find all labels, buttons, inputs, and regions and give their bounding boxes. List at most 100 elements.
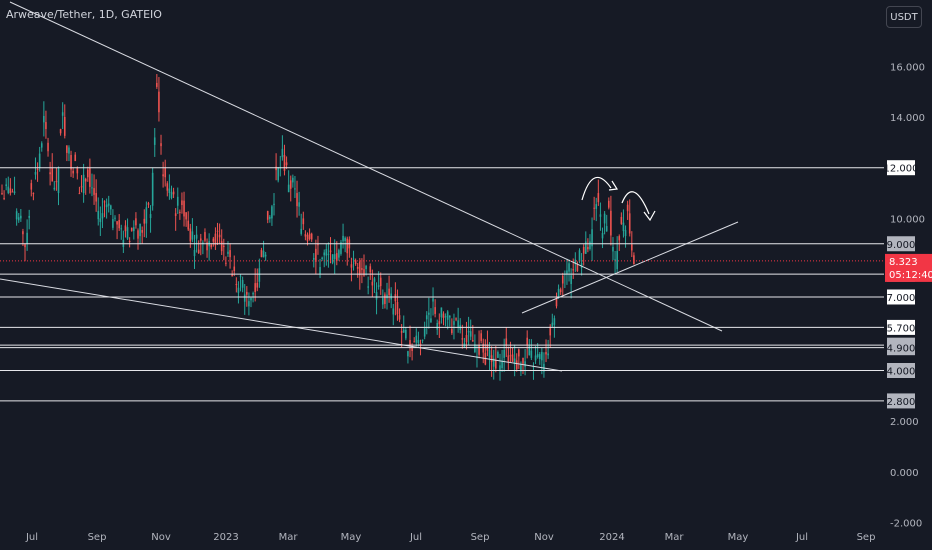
candle-body	[172, 191, 175, 195]
candle-body	[417, 339, 420, 344]
candle-body	[352, 258, 355, 260]
candle-body	[239, 275, 242, 277]
candle-body	[243, 294, 246, 302]
candle-body	[40, 143, 43, 148]
candle-body	[425, 315, 428, 320]
candle-body	[15, 211, 18, 220]
candle-body	[534, 355, 537, 361]
candle-body	[363, 269, 365, 276]
currency-unit-button[interactable]: USDT	[886, 6, 922, 28]
candle-body	[520, 363, 522, 372]
candle-body	[179, 211, 181, 213]
candle-body	[246, 291, 248, 295]
candle-body	[7, 186, 10, 194]
candle-body	[107, 203, 110, 206]
candle-body	[210, 244, 213, 248]
candle-body	[509, 355, 512, 357]
candle-body	[78, 193, 81, 195]
candle-body	[499, 365, 501, 371]
candle-body	[469, 331, 472, 337]
candle-body	[197, 249, 200, 254]
candle-body	[407, 351, 409, 357]
candle-body	[587, 246, 589, 250]
candle-body	[501, 361, 503, 368]
candle-body	[166, 183, 169, 191]
level-tag-label: 4.000	[887, 367, 916, 378]
candle-body	[118, 219, 120, 229]
candle-body	[555, 297, 558, 307]
candle-body	[482, 343, 485, 353]
candle-body	[386, 294, 388, 299]
candle-body	[38, 153, 41, 168]
level-tag-label: 2.800	[887, 397, 916, 408]
arrow-head-left	[608, 180, 619, 191]
candle-body	[66, 145, 68, 153]
candle-body	[72, 170, 74, 174]
candle-body	[402, 329, 405, 333]
candle-body	[538, 354, 541, 360]
candle-body	[271, 206, 273, 219]
candle-body	[396, 302, 399, 315]
candle-body	[557, 288, 560, 298]
candle-body	[490, 355, 493, 362]
candle-body	[287, 184, 290, 193]
x-tick-label: Jul	[25, 532, 38, 543]
candle-body	[319, 267, 321, 275]
candle-body	[30, 183, 33, 190]
candle-body	[281, 148, 284, 158]
candle-body	[13, 191, 16, 194]
candle-body	[436, 322, 439, 330]
candle-body	[227, 251, 229, 254]
candle-body	[126, 227, 129, 239]
candle-body	[614, 259, 616, 261]
candle-body	[68, 147, 70, 154]
candle-body	[373, 278, 376, 282]
candle-body	[220, 241, 223, 252]
candle-body	[164, 167, 167, 178]
candle-body	[70, 155, 72, 170]
level-tag	[887, 289, 915, 305]
candle-body	[522, 357, 524, 364]
candle-body	[465, 335, 468, 343]
x-tick-label: Sep	[857, 532, 876, 543]
x-tick-label: Jul	[409, 532, 422, 543]
candle-body	[135, 218, 137, 226]
candle-body	[354, 260, 357, 265]
candle-body	[312, 258, 315, 260]
price-axis: 16.000 14.000 10.000 2.000 0.000 -2.000	[890, 62, 925, 529]
level-tag	[887, 393, 915, 409]
candle-body	[306, 234, 309, 242]
candle-body	[128, 241, 131, 243]
candle-body	[51, 167, 54, 182]
candle-body	[45, 122, 47, 130]
candle-body	[492, 358, 495, 367]
candle-body	[595, 204, 598, 209]
candle-body	[515, 360, 518, 370]
candle-body	[382, 298, 384, 305]
candles	[1, 74, 635, 381]
level-tag	[887, 236, 915, 252]
candle-body	[114, 217, 116, 219]
candle-body	[536, 354, 539, 357]
candle-body	[91, 187, 93, 189]
candle-body	[503, 349, 505, 358]
candle-body	[480, 333, 482, 341]
candle-body	[526, 337, 528, 345]
level-tag	[887, 363, 915, 378]
candle-body	[105, 204, 108, 208]
candle-body	[262, 250, 265, 258]
candle-body	[461, 338, 464, 340]
candle-body	[549, 326, 552, 336]
candle-body	[610, 210, 612, 236]
candle-body	[451, 328, 453, 334]
candle-body	[612, 247, 614, 252]
candle-body	[315, 248, 317, 262]
x-tick-label: Nov	[151, 532, 171, 543]
candle-body	[578, 250, 581, 262]
candle-body	[36, 169, 39, 171]
candle-body	[292, 177, 294, 183]
candle-body	[248, 301, 250, 307]
candle-body	[547, 353, 549, 356]
